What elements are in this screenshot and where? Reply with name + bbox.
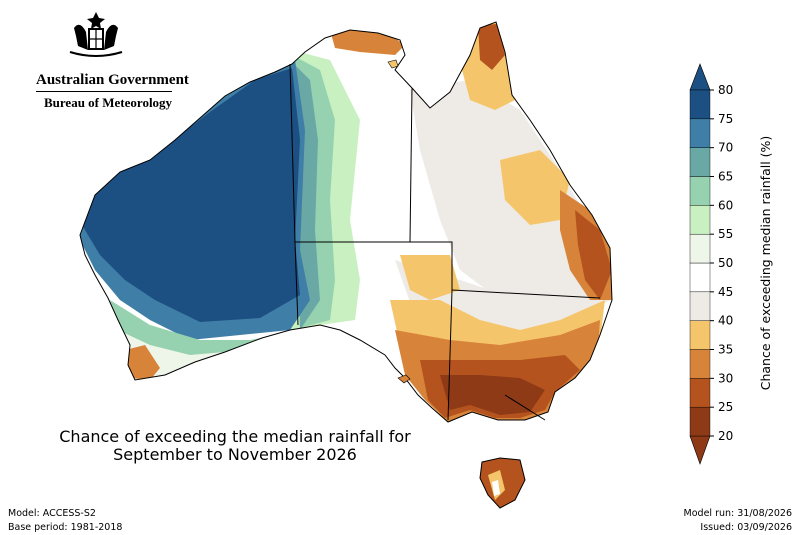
colorbar-swatch xyxy=(689,320,711,350)
colorbar-tick-label: 70 xyxy=(718,141,733,155)
tasmania xyxy=(479,457,526,509)
coat-of-arms-icon xyxy=(69,12,123,57)
model-run-label: Model run: 31/08/2026 xyxy=(683,508,792,519)
colorbar-swatch xyxy=(689,233,711,264)
colorbar-tick-label: 65 xyxy=(718,170,733,184)
colorbar-swatch xyxy=(689,378,711,408)
colorbar-swatch xyxy=(689,262,711,293)
australia-mainland xyxy=(79,21,613,423)
map-title-line-1: Chance of exceeding the median rainfall … xyxy=(59,427,411,446)
colorbar-swatch xyxy=(689,406,711,437)
colorbar-tick-label: 30 xyxy=(718,371,733,385)
colorbar-tick-label: 45 xyxy=(718,285,733,299)
colorbar-legend: 20 25 30 35 40 45 50 55 60 65 70 75 80 Chance of exce… xyxy=(689,63,773,465)
logo: Australian Government Bureau of Meteorol… xyxy=(14,8,189,110)
colorbar-tick-label: 80 xyxy=(718,83,733,97)
rainfall-outlook-map xyxy=(79,21,613,509)
island xyxy=(387,59,399,69)
colorbar-tick-label: 40 xyxy=(718,314,733,328)
colorbar-tick-label: 20 xyxy=(718,429,733,443)
government-name: Australian Government xyxy=(36,72,189,88)
colorbar-label: Chance of exceeding median rainfall (%) xyxy=(758,136,773,391)
colorbar-tick-label: 35 xyxy=(718,343,733,357)
agency-name: Bureau of Meteorology xyxy=(44,95,173,110)
colorbar-arrow-bottom xyxy=(689,435,711,465)
map-title: Chance of exceeding the median rainfall … xyxy=(40,428,430,464)
colorbar-tick-label: 25 xyxy=(718,400,733,414)
issued-label: Issued: 03/09/2026 xyxy=(700,522,792,533)
colorbar-swatch xyxy=(689,147,711,177)
colorbar-swatch xyxy=(689,89,711,120)
colorbar-swatch xyxy=(689,176,711,206)
colorbar-tick-label: 50 xyxy=(718,256,733,270)
colorbar-swatch xyxy=(689,291,711,321)
colorbar-tick-label: 60 xyxy=(718,198,733,212)
colorbar-swatch xyxy=(689,118,711,148)
model-label: Model: ACCESS-S2 xyxy=(8,508,96,519)
state-borders xyxy=(289,63,601,421)
island xyxy=(397,374,411,384)
colorbar-arrow-top xyxy=(689,63,711,91)
colorbar-swatch xyxy=(689,349,711,379)
colorbar-tick-label: 55 xyxy=(718,227,733,241)
base-period-label: Base period: 1981-2018 xyxy=(8,522,123,533)
colorbar-swatch xyxy=(689,205,711,235)
divider xyxy=(36,91,172,92)
colorbar-tick-label: 75 xyxy=(718,112,733,126)
map-title-line-2: September to November 2026 xyxy=(113,445,357,464)
